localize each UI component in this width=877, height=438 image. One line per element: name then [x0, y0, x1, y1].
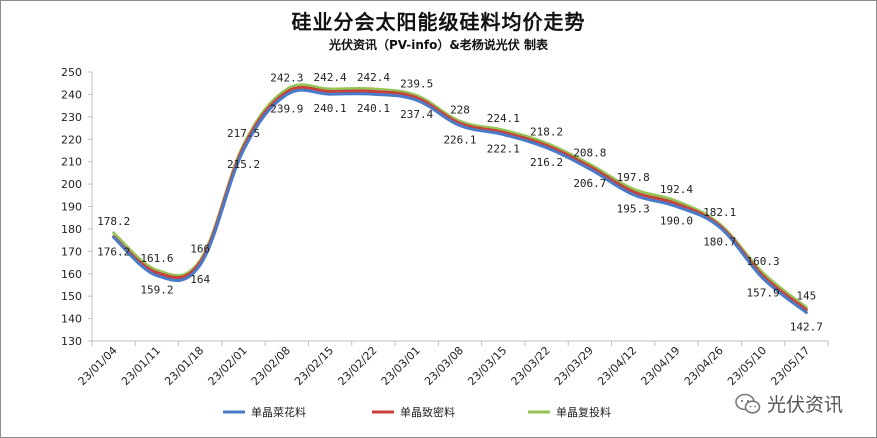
data-label-top: 217.5 — [227, 127, 260, 140]
data-label-top: 192.4 — [660, 183, 693, 196]
x-tick-label: 23/01/11 — [119, 344, 163, 388]
data-label-top: 224.1 — [487, 112, 520, 125]
y-tick-label: 170 — [61, 245, 82, 258]
x-tick-label: 23/05/10 — [725, 344, 769, 388]
series-line-2 — [112, 83, 808, 309]
data-label-bottom: 159.2 — [140, 284, 173, 297]
data-label-top: 239.5 — [400, 78, 433, 91]
data-label-bottom: 240.1 — [357, 102, 390, 115]
watermark: 光伏资讯 — [735, 390, 843, 417]
x-tick-label: 23/03/15 — [465, 344, 509, 388]
y-tick-label: 140 — [61, 313, 82, 326]
legend-label: 单晶复投料 — [556, 405, 611, 419]
chart-subtitle: 光伏资讯（PV-info）&老杨说光伏 制表 — [329, 38, 548, 52]
y-tick-label: 130 — [61, 335, 82, 348]
data-label-top: 242.3 — [270, 71, 303, 84]
data-label-bottom: 215.2 — [227, 158, 260, 171]
data-label-top: 182.1 — [703, 206, 736, 219]
data-label-bottom: 142.7 — [790, 321, 823, 334]
x-tick-label: 23/01/04 — [76, 344, 120, 388]
data-label-bottom: 222.1 — [487, 143, 520, 156]
legend-label: 单晶菜花料 — [251, 405, 306, 419]
x-tick-label: 23/03/29 — [552, 344, 596, 388]
data-label-top: 166 — [190, 242, 210, 255]
y-tick-label: 200 — [61, 178, 82, 191]
watermark-text: 光伏资讯 — [767, 394, 844, 416]
data-label-top: 242.4 — [357, 71, 390, 84]
data-label-bottom: 164 — [190, 273, 210, 286]
data-label-top: 218.2 — [530, 125, 563, 138]
x-tick-label: 23/02/15 — [292, 344, 336, 388]
y-tick-label: 160 — [61, 268, 82, 281]
data-label-bottom: 157.9 — [746, 286, 779, 299]
data-label-bottom: 240.1 — [314, 102, 347, 115]
x-tick-label: 23/03/01 — [379, 344, 423, 388]
data-label-top: 242.4 — [314, 71, 347, 84]
series-line-0 — [112, 88, 808, 315]
data-label-bottom: 206.7 — [573, 177, 606, 190]
data-label-top: 145 — [796, 289, 816, 302]
y-tick-label: 240 — [61, 88, 82, 101]
data-label-top: 161.6 — [140, 252, 173, 265]
y-tick-label: 250 — [61, 66, 82, 79]
data-label-top: 197.8 — [617, 171, 650, 184]
y-tick-label: 180 — [61, 223, 82, 236]
data-label-top: 208.8 — [573, 146, 606, 159]
y-tick-label: 230 — [61, 111, 82, 124]
data-label-bottom: 195.3 — [617, 203, 650, 216]
x-tick-label: 23/03/08 — [422, 344, 466, 388]
y-tick-label: 220 — [61, 133, 82, 146]
data-label-top: 228 — [450, 103, 470, 116]
wechat-icon — [735, 393, 761, 414]
data-label-bottom: 176.2 — [97, 245, 130, 258]
chart-title: 硅业分会太阳能级硅料均价走势 — [291, 10, 586, 34]
x-tick-label: 23/02/22 — [335, 344, 379, 388]
x-tick-label: 23/04/12 — [595, 344, 639, 388]
x-tick-label: 23/02/08 — [249, 344, 293, 388]
x-tick-label: 23/04/26 — [682, 344, 726, 388]
data-label-bottom: 237.4 — [400, 108, 433, 121]
x-tick-label: 23/04/19 — [638, 344, 682, 388]
y-tick-label: 210 — [61, 156, 82, 169]
data-label-top: 178.2 — [97, 215, 130, 228]
y-tick-label: 190 — [61, 201, 82, 214]
data-label-bottom: 239.9 — [270, 103, 303, 116]
legend-label: 单晶致密料 — [400, 405, 455, 419]
x-tick-label: 23/05/17 — [768, 344, 812, 388]
data-label-bottom: 190.0 — [660, 215, 693, 228]
data-label-bottom: 180.7 — [703, 235, 736, 248]
data-label-bottom: 226.1 — [443, 134, 476, 147]
x-tick-label: 23/01/18 — [162, 344, 206, 388]
y-tick-label: 150 — [61, 290, 82, 303]
data-label-top: 160.3 — [746, 255, 779, 268]
x-tick-label: 23/02/01 — [206, 344, 250, 388]
data-label-bottom: 216.2 — [530, 156, 563, 169]
x-tick-label: 23/03/22 — [509, 344, 553, 388]
